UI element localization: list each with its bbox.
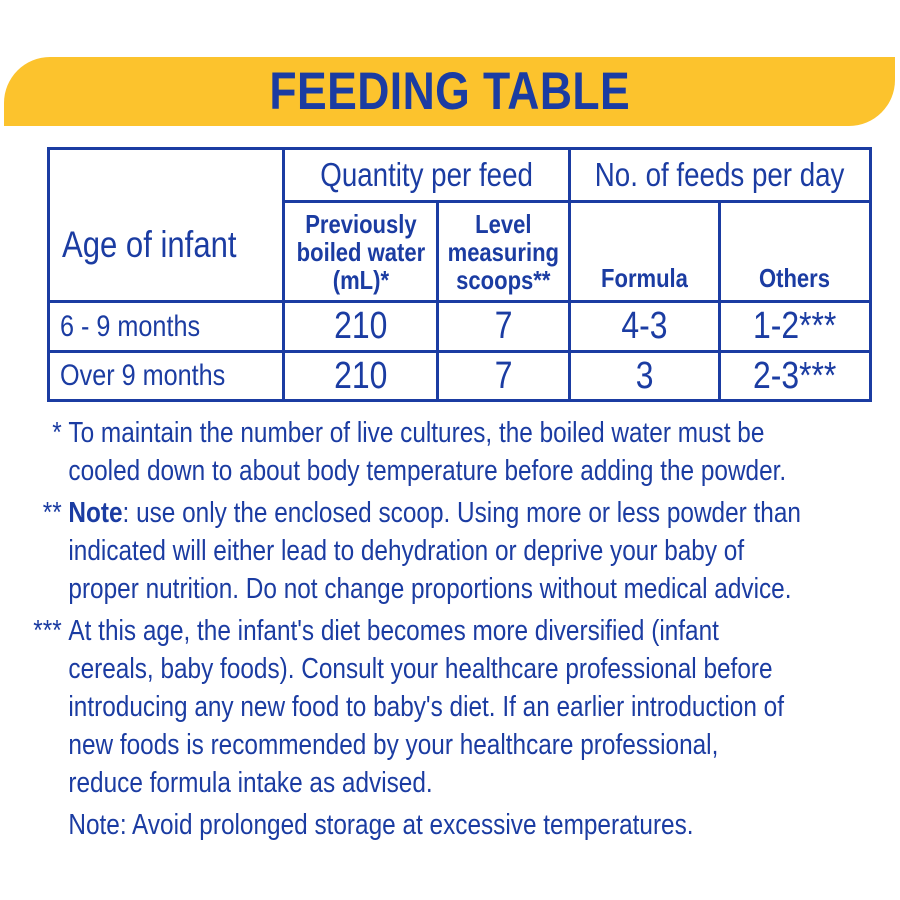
water-value-cell: 210 <box>282 350 439 402</box>
table-row: Over 9 months 210 7 3 2-3*** <box>46 350 873 402</box>
column-header-row: Previously boiled water (mL)* Level meas… <box>49 200 873 303</box>
storage-note: Note: Avoid prolonged storage at excessi… <box>18 806 900 844</box>
formula-value: 4-3 <box>621 305 668 347</box>
footnote-marker <box>18 806 62 844</box>
footnote-text: To maintain the number of live cultures,… <box>68 414 900 490</box>
page-title: FEEDING TABLE <box>269 62 630 121</box>
formula-header: Formula <box>600 263 688 293</box>
water-value-cell: 210 <box>282 300 439 353</box>
scoops-value: 7 <box>494 354 513 397</box>
title-banner: FEEDING TABLE <box>4 57 895 126</box>
footnote-body: : use only the enclosed scoop. Using mor… <box>68 497 801 605</box>
age-value: 6 - 9 months <box>60 309 201 343</box>
age-of-infant-header-cell: Age of infant <box>46 147 286 303</box>
footnote-text: Note: use only the enclosed scoop. Using… <box>68 494 900 608</box>
footnote-text: At this age, the infant's diet becomes m… <box>68 612 900 802</box>
formula-header-cell: Formula <box>568 200 721 303</box>
footnote-scoop-note: ** Note: use only the enclosed scoop. Us… <box>18 494 900 608</box>
age-value-cell: Over 9 months <box>46 350 286 402</box>
footnote-marker: * <box>52 417 62 449</box>
water-value: 210 <box>333 305 388 347</box>
footnote-marker: *** <box>33 615 62 647</box>
formula-value: 3 <box>635 354 654 397</box>
others-value: 1-2*** <box>753 305 837 347</box>
scoops-value: 7 <box>494 305 513 347</box>
boiled-water-header: Previously boiled water (mL)* <box>296 208 425 295</box>
quantity-per-feed-header-cell: Quantity per feed <box>282 147 572 203</box>
measuring-scoops-header: Level measuring scoops** <box>447 208 560 295</box>
footnote-body: At this age, the infant's diet becomes m… <box>68 615 784 799</box>
scoops-value-cell: 7 <box>435 300 572 353</box>
footnote-diversified-diet: *** At this age, the infant's diet becom… <box>18 612 900 802</box>
boiled-water-header-cell: Previously boiled water (mL)* <box>282 200 439 303</box>
footnote-bold-label: Note <box>68 497 123 529</box>
others-value: 2-3*** <box>753 354 837 397</box>
footnote-boiled-water: * To maintain the number of live culture… <box>18 414 900 490</box>
feeds-per-day-header-cell: No. of feeds per day <box>568 147 872 203</box>
feeding-table: Age of infant Quantity per feed No. of f… <box>46 147 873 402</box>
others-value-cell: 1-2*** <box>717 300 873 353</box>
table-row: 6 - 9 months 210 7 4-3 1-2*** <box>46 300 873 353</box>
age-of-infant-header: Age of infant <box>62 224 237 265</box>
age-value: Over 9 months <box>60 359 226 392</box>
footnote-body: To maintain the number of live cultures,… <box>68 417 787 487</box>
footnote-text: Note: Avoid prolonged storage at excessi… <box>68 806 900 844</box>
water-value: 210 <box>333 354 388 397</box>
measuring-scoops-header-cell: Level measuring scoops** <box>435 200 572 303</box>
others-header-cell: Others <box>717 200 873 303</box>
formula-value-cell: 3 <box>568 350 721 402</box>
footnotes: * To maintain the number of live culture… <box>18 414 900 848</box>
quantity-per-feed-header: Quantity per feed <box>320 156 533 193</box>
footnote-marker: ** <box>42 497 62 529</box>
others-value-cell: 2-3*** <box>717 350 873 402</box>
scoops-value-cell: 7 <box>435 350 572 402</box>
others-header: Others <box>759 263 831 293</box>
footnote-body: Note: Avoid prolonged storage at excessi… <box>68 809 694 841</box>
formula-value-cell: 4-3 <box>568 300 721 353</box>
age-value-cell: 6 - 9 months <box>46 300 286 353</box>
group-header-row: Age of infant Quantity per feed No. of f… <box>46 147 872 303</box>
feeds-per-day-header: No. of feeds per day <box>595 156 845 193</box>
